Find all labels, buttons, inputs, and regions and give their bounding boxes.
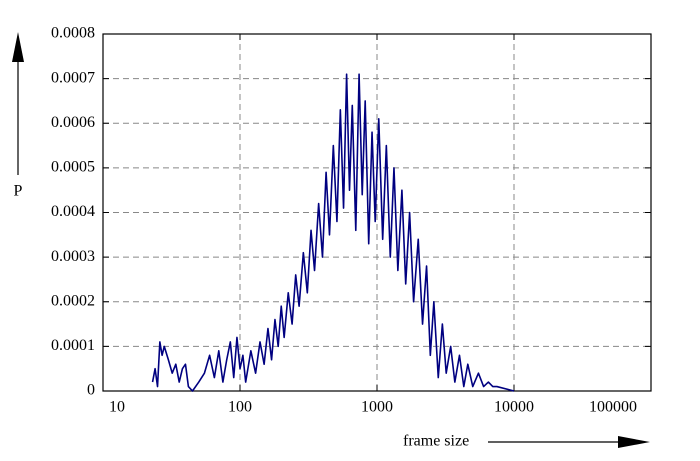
grid: [103, 34, 651, 391]
y-arrow-head: [12, 32, 24, 62]
y-tick-label: 0.0003: [51, 248, 95, 265]
x-tick-label: 1000: [361, 399, 393, 416]
y-axis-label: P: [14, 183, 23, 200]
y-tick-label: 0: [87, 382, 95, 399]
y-tick-label: 0.0006: [51, 114, 95, 131]
x-tick-label: 100: [228, 399, 252, 416]
x-tick-label: 10: [109, 399, 125, 416]
y-tick-label: 0.0008: [51, 25, 95, 42]
x-tick-label: 10000: [494, 399, 534, 416]
x-tick-label: 100000: [589, 399, 637, 416]
x-arrow-head: [618, 436, 650, 448]
y-tick-label: 0.0005: [51, 159, 95, 176]
y-tick-label: 0.0004: [51, 203, 95, 220]
data-line: [151, 73, 515, 392]
x-axis-label: frame size: [403, 433, 469, 450]
y-tick-label: 0.0001: [51, 337, 95, 354]
y-tick-label: 0.0002: [51, 292, 95, 309]
y-tick-label: 0.0007: [51, 69, 95, 86]
